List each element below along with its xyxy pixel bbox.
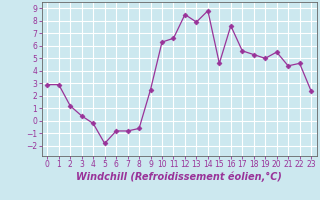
X-axis label: Windchill (Refroidissement éolien,°C): Windchill (Refroidissement éolien,°C) [76,172,282,182]
